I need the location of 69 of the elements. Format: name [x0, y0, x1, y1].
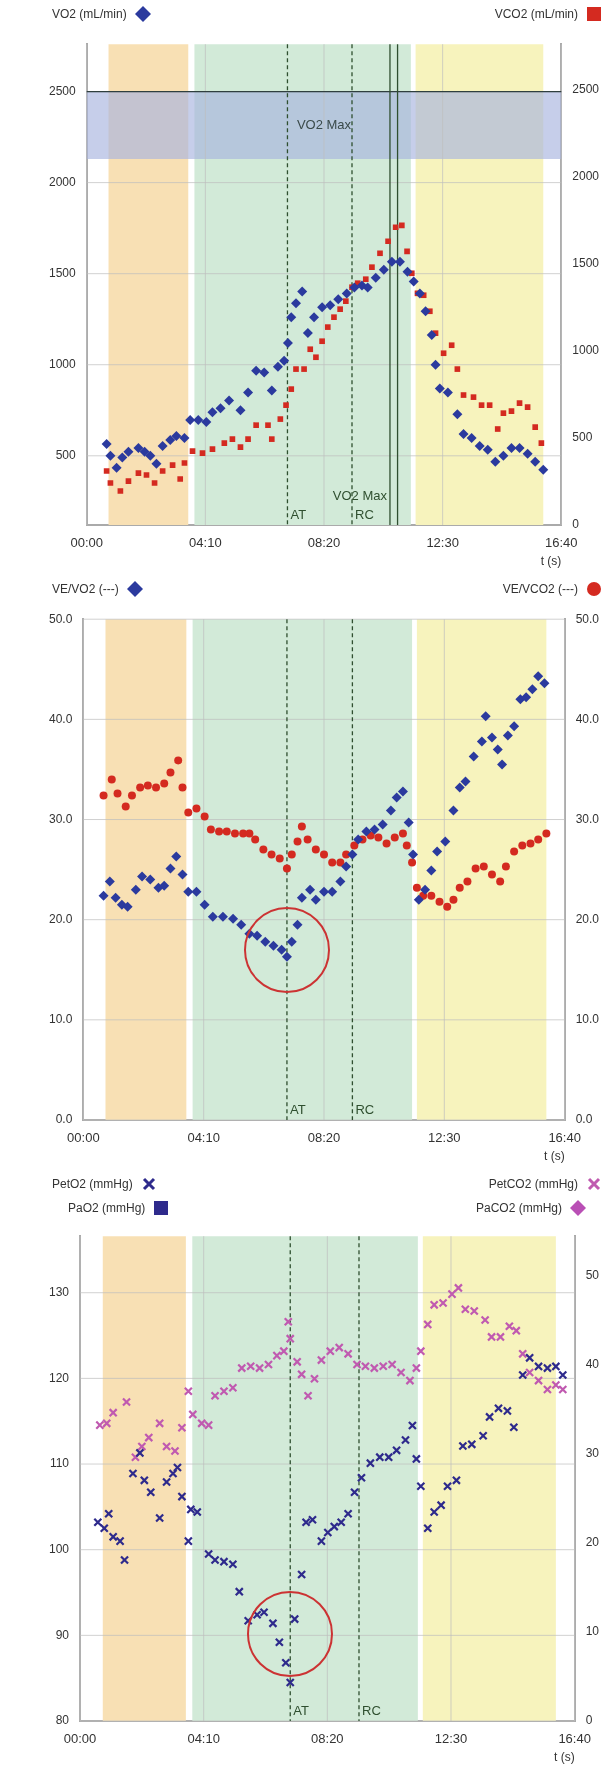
ref-line-label: AT	[290, 507, 307, 523]
x-tick-label: 08:20	[307, 1130, 341, 1146]
y2-tick-label: 40.0	[575, 711, 600, 726]
y2-tick-label: 500	[572, 430, 593, 445]
y2-tick-label: 20	[585, 1535, 600, 1550]
y2-tick-label: 0.0	[575, 1112, 593, 1127]
y-tick-label: 90	[55, 1627, 70, 1642]
y-tick-label: 40.0	[49, 711, 73, 726]
y2-tick-label: 10.0	[575, 1012, 600, 1027]
x-tick-label: 00:00	[67, 1130, 100, 1146]
y-tick-label: 120	[48, 1370, 70, 1385]
y-tick-label: 30.0	[49, 811, 73, 826]
x-tick-label: 16:40	[558, 1731, 591, 1747]
x-tick-label: 12:30	[426, 535, 459, 551]
ref-line-label: VO2 Max	[332, 488, 388, 504]
y-tick-label: 100	[48, 1542, 70, 1557]
x-axis-title: t (s)	[540, 554, 562, 569]
x-tick-label: 00:00	[70, 535, 103, 551]
y2-tick-label: 1500	[572, 256, 600, 271]
ref-line-label: RC	[355, 507, 374, 523]
x-tick-label: 00:00	[63, 1731, 97, 1747]
x-tick-label: 08:20	[311, 1731, 344, 1747]
y2-tick-label: 30	[585, 1445, 600, 1460]
y2-tick-label: 0	[572, 517, 580, 532]
y-tick-label: 130	[48, 1285, 70, 1300]
y2-tick-label: 0	[585, 1713, 593, 1728]
y-tick-label: 10.0	[49, 1012, 73, 1027]
x-tick-label: 08:20	[307, 535, 341, 551]
band-label: VO2 Max	[296, 116, 352, 132]
legend-label: VE/VCO2 (---)	[502, 582, 578, 596]
y-tick-label: 20.0	[49, 911, 73, 926]
y2-tick-label: 40	[585, 1356, 600, 1371]
ref-line-label: RC	[355, 1102, 375, 1118]
y2-tick-label: 20.0	[575, 911, 600, 926]
legend-label: PaCO2 (mmHg)	[475, 1201, 562, 1215]
y-tick-label: 2500	[48, 83, 77, 98]
legend-label: VCO2 (mL/min)	[494, 7, 578, 21]
y-tick-label: 80	[55, 1713, 70, 1728]
y2-tick-label: 10	[585, 1624, 600, 1639]
x-axis-title: t (s)	[553, 1750, 575, 1765]
y-tick-label: 50.0	[49, 611, 73, 626]
ref-line-label: RC	[361, 1703, 381, 1719]
y2-tick-label: 50.0	[575, 611, 600, 626]
y2-tick-label: 1000	[572, 343, 600, 358]
x-tick-label: 12:30	[428, 1130, 461, 1146]
x-tick-label: 04:10	[187, 1731, 220, 1747]
legend-label: PetO2 (mmHg)	[52, 1177, 133, 1191]
y-tick-label: 0.0	[55, 1112, 73, 1127]
y-tick-label: 1000	[48, 357, 77, 372]
legend-label: PetCO2 (mmHg)	[488, 1177, 578, 1191]
y-tick-label: 500	[55, 448, 77, 463]
ref-line-label: AT	[289, 1102, 306, 1118]
legend-label: PaO2 (mmHg)	[68, 1201, 146, 1215]
y-tick-label: 110	[49, 1456, 70, 1471]
x-tick-label: 16:40	[545, 535, 578, 551]
legend-label: VE/VO2 (---)	[52, 582, 119, 596]
x-tick-label: 04:10	[187, 1130, 220, 1146]
x-axis-title: t (s)	[543, 1149, 565, 1164]
y2-tick-label: 2000	[572, 168, 600, 183]
y-tick-label: 2000	[48, 174, 77, 189]
y2-tick-label: 50	[585, 1267, 600, 1282]
x-tick-label: 16:40	[548, 1130, 581, 1146]
y2-tick-label: 30.0	[575, 811, 600, 826]
y2-tick-label: 2500	[572, 81, 600, 96]
x-tick-label: 12:30	[434, 1731, 468, 1747]
ref-line-label: AT	[293, 1703, 309, 1719]
legend-label: VO2 (mL/min)	[52, 7, 127, 21]
x-tick-label: 04:10	[189, 535, 222, 551]
y-tick-label: 1500	[48, 265, 77, 280]
